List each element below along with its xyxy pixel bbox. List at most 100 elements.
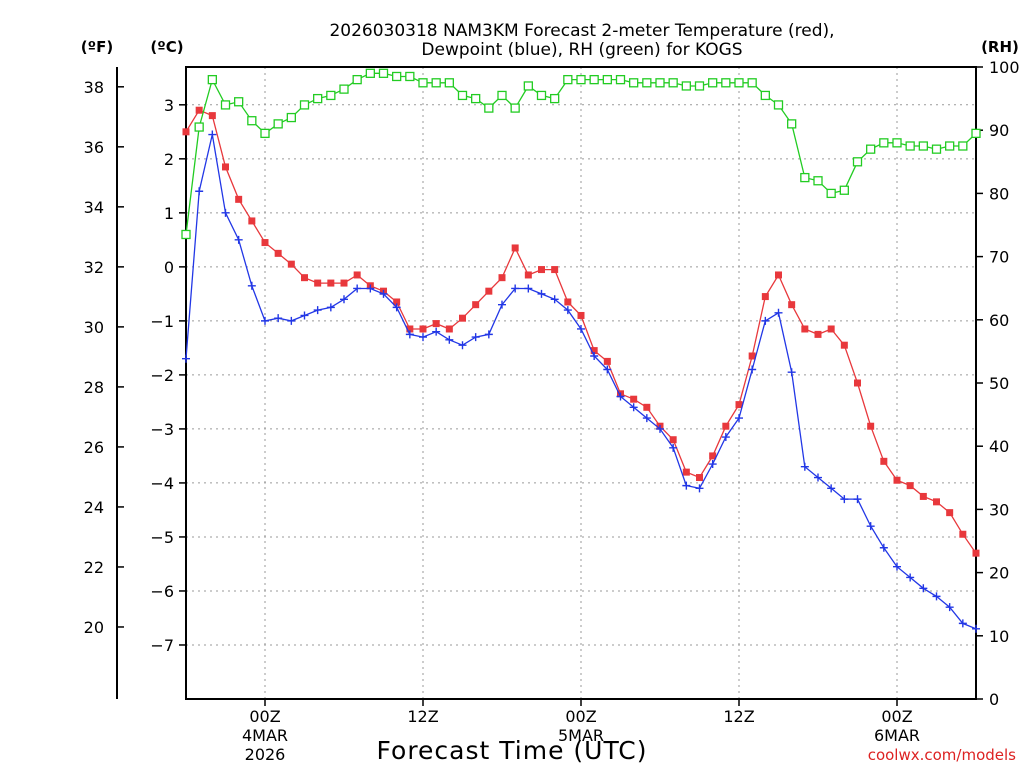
dewpoint-point	[603, 365, 612, 374]
rh-point	[826, 188, 836, 199]
rh-point	[589, 74, 599, 85]
x-axis-label: Forecast Time (UTC)	[377, 736, 648, 765]
rh-point	[378, 68, 389, 78]
dewpoint-point	[577, 324, 585, 333]
rh-point	[536, 90, 547, 101]
dewpoint-point	[498, 300, 506, 309]
dewpoint-point	[853, 495, 862, 504]
celsius-tick-label: 1	[164, 204, 174, 223]
rh-point	[958, 141, 968, 151]
rh-point	[247, 116, 257, 126]
temperature-point	[919, 492, 927, 500]
fahrenheit-tick-label: 30	[84, 318, 104, 337]
temperature-point	[590, 347, 598, 355]
rh-point	[879, 138, 889, 148]
rh-point	[220, 100, 231, 110]
temperature-point	[538, 266, 545, 274]
rh-tick-label: 20	[989, 564, 1009, 583]
temperature-point	[880, 457, 888, 465]
rh-tick-label: 70	[989, 248, 1009, 267]
dewpoint-point	[972, 624, 980, 633]
rh-point	[497, 90, 507, 101]
rh-tick-label: 80	[989, 184, 1009, 203]
dewpoint-point	[682, 481, 691, 490]
temperature-point	[722, 422, 730, 430]
dewpoint-point	[958, 619, 967, 628]
rh-point	[852, 157, 863, 167]
temperature-point	[498, 274, 506, 282]
dewpoint-point	[721, 433, 730, 442]
temperature-point	[814, 330, 822, 338]
temperature-point	[287, 260, 295, 268]
time-tick-label: 00Z	[881, 707, 912, 726]
time-date-label: 5MAR	[558, 726, 604, 745]
temperature-point	[208, 112, 216, 120]
rh-point	[576, 74, 586, 85]
rh-point	[931, 144, 942, 154]
temperature-point	[472, 301, 480, 309]
dewpoint-point	[919, 584, 928, 593]
dewpoint-point	[274, 314, 283, 323]
rh-point	[971, 128, 981, 139]
rh-point	[615, 74, 626, 85]
unit-label-rh: (RH)	[981, 38, 1019, 56]
celsius-axis: −7 −6 −5 −4 −3 −2 −1 0 1 2 3	[150, 96, 186, 655]
dewpoint-point	[379, 289, 388, 298]
dewpoint-point	[182, 354, 190, 363]
dewpoint-point	[866, 522, 875, 531]
dewpoint-point	[484, 330, 493, 339]
temperature-point	[419, 325, 427, 333]
dewpoint-point	[906, 573, 915, 582]
dewpoint-point	[471, 333, 480, 342]
dewpoint-point	[208, 130, 217, 139]
celsius-tick-label: 3	[164, 96, 174, 115]
unit-label-fahrenheit: (ºF)	[81, 38, 113, 56]
dewpoint-point	[550, 295, 559, 304]
rh-point	[550, 93, 560, 104]
rh-point	[273, 119, 283, 129]
rh-point	[694, 81, 705, 91]
rh-point	[510, 103, 520, 113]
rh-tick-label: 10	[989, 627, 1009, 646]
time-tick-label: 12Z	[407, 707, 438, 726]
rh-point	[629, 78, 639, 88]
rh-point	[905, 141, 915, 151]
dewpoint-point	[300, 311, 309, 320]
temperature-point	[643, 403, 651, 411]
temperature-point	[696, 474, 703, 482]
rh-point	[563, 74, 573, 85]
dewpoint-point	[787, 368, 796, 377]
dewpoint-point	[708, 460, 717, 469]
rh-point	[681, 81, 691, 91]
rh-point	[365, 68, 375, 78]
dewpoint-point	[419, 333, 427, 342]
rh-point	[207, 74, 217, 85]
fahrenheit-tick-label: 28	[84, 378, 104, 397]
rh-tick-label: 50	[989, 374, 1009, 393]
dewpoint-point	[642, 414, 651, 423]
rh-point	[418, 78, 428, 88]
temperature-point	[775, 271, 782, 279]
dewpoint-point	[340, 295, 348, 304]
chart-title: 2026030318 NAM3KM Forecast 2-meter Tempe…	[329, 21, 834, 60]
fahrenheit-tick-label: 24	[84, 498, 104, 517]
rh-point	[668, 78, 678, 88]
fahrenheit-tick-label: 22	[84, 558, 104, 577]
fahrenheit-tick-label: 38	[84, 78, 104, 97]
celsius-tick-label: −1	[150, 312, 174, 331]
dewpoint-point	[537, 289, 546, 298]
rh-point	[747, 78, 757, 88]
rh-point	[457, 90, 468, 101]
rh-point	[800, 172, 810, 183]
rh-point	[523, 81, 533, 91]
series-rh	[181, 68, 981, 240]
chart-title-line1: 2026030318 NAM3KM Forecast 2-meter Tempe…	[329, 21, 834, 41]
temperature-point	[946, 509, 954, 517]
time-tick-label: 00Z	[565, 707, 596, 726]
rh-point	[392, 71, 402, 82]
dewpoint-point	[234, 235, 243, 244]
dewpoint-point	[563, 306, 572, 315]
dewpoint-point	[287, 316, 296, 325]
dewpoint-point	[629, 403, 638, 412]
rh-tick-label: 40	[989, 437, 1009, 456]
